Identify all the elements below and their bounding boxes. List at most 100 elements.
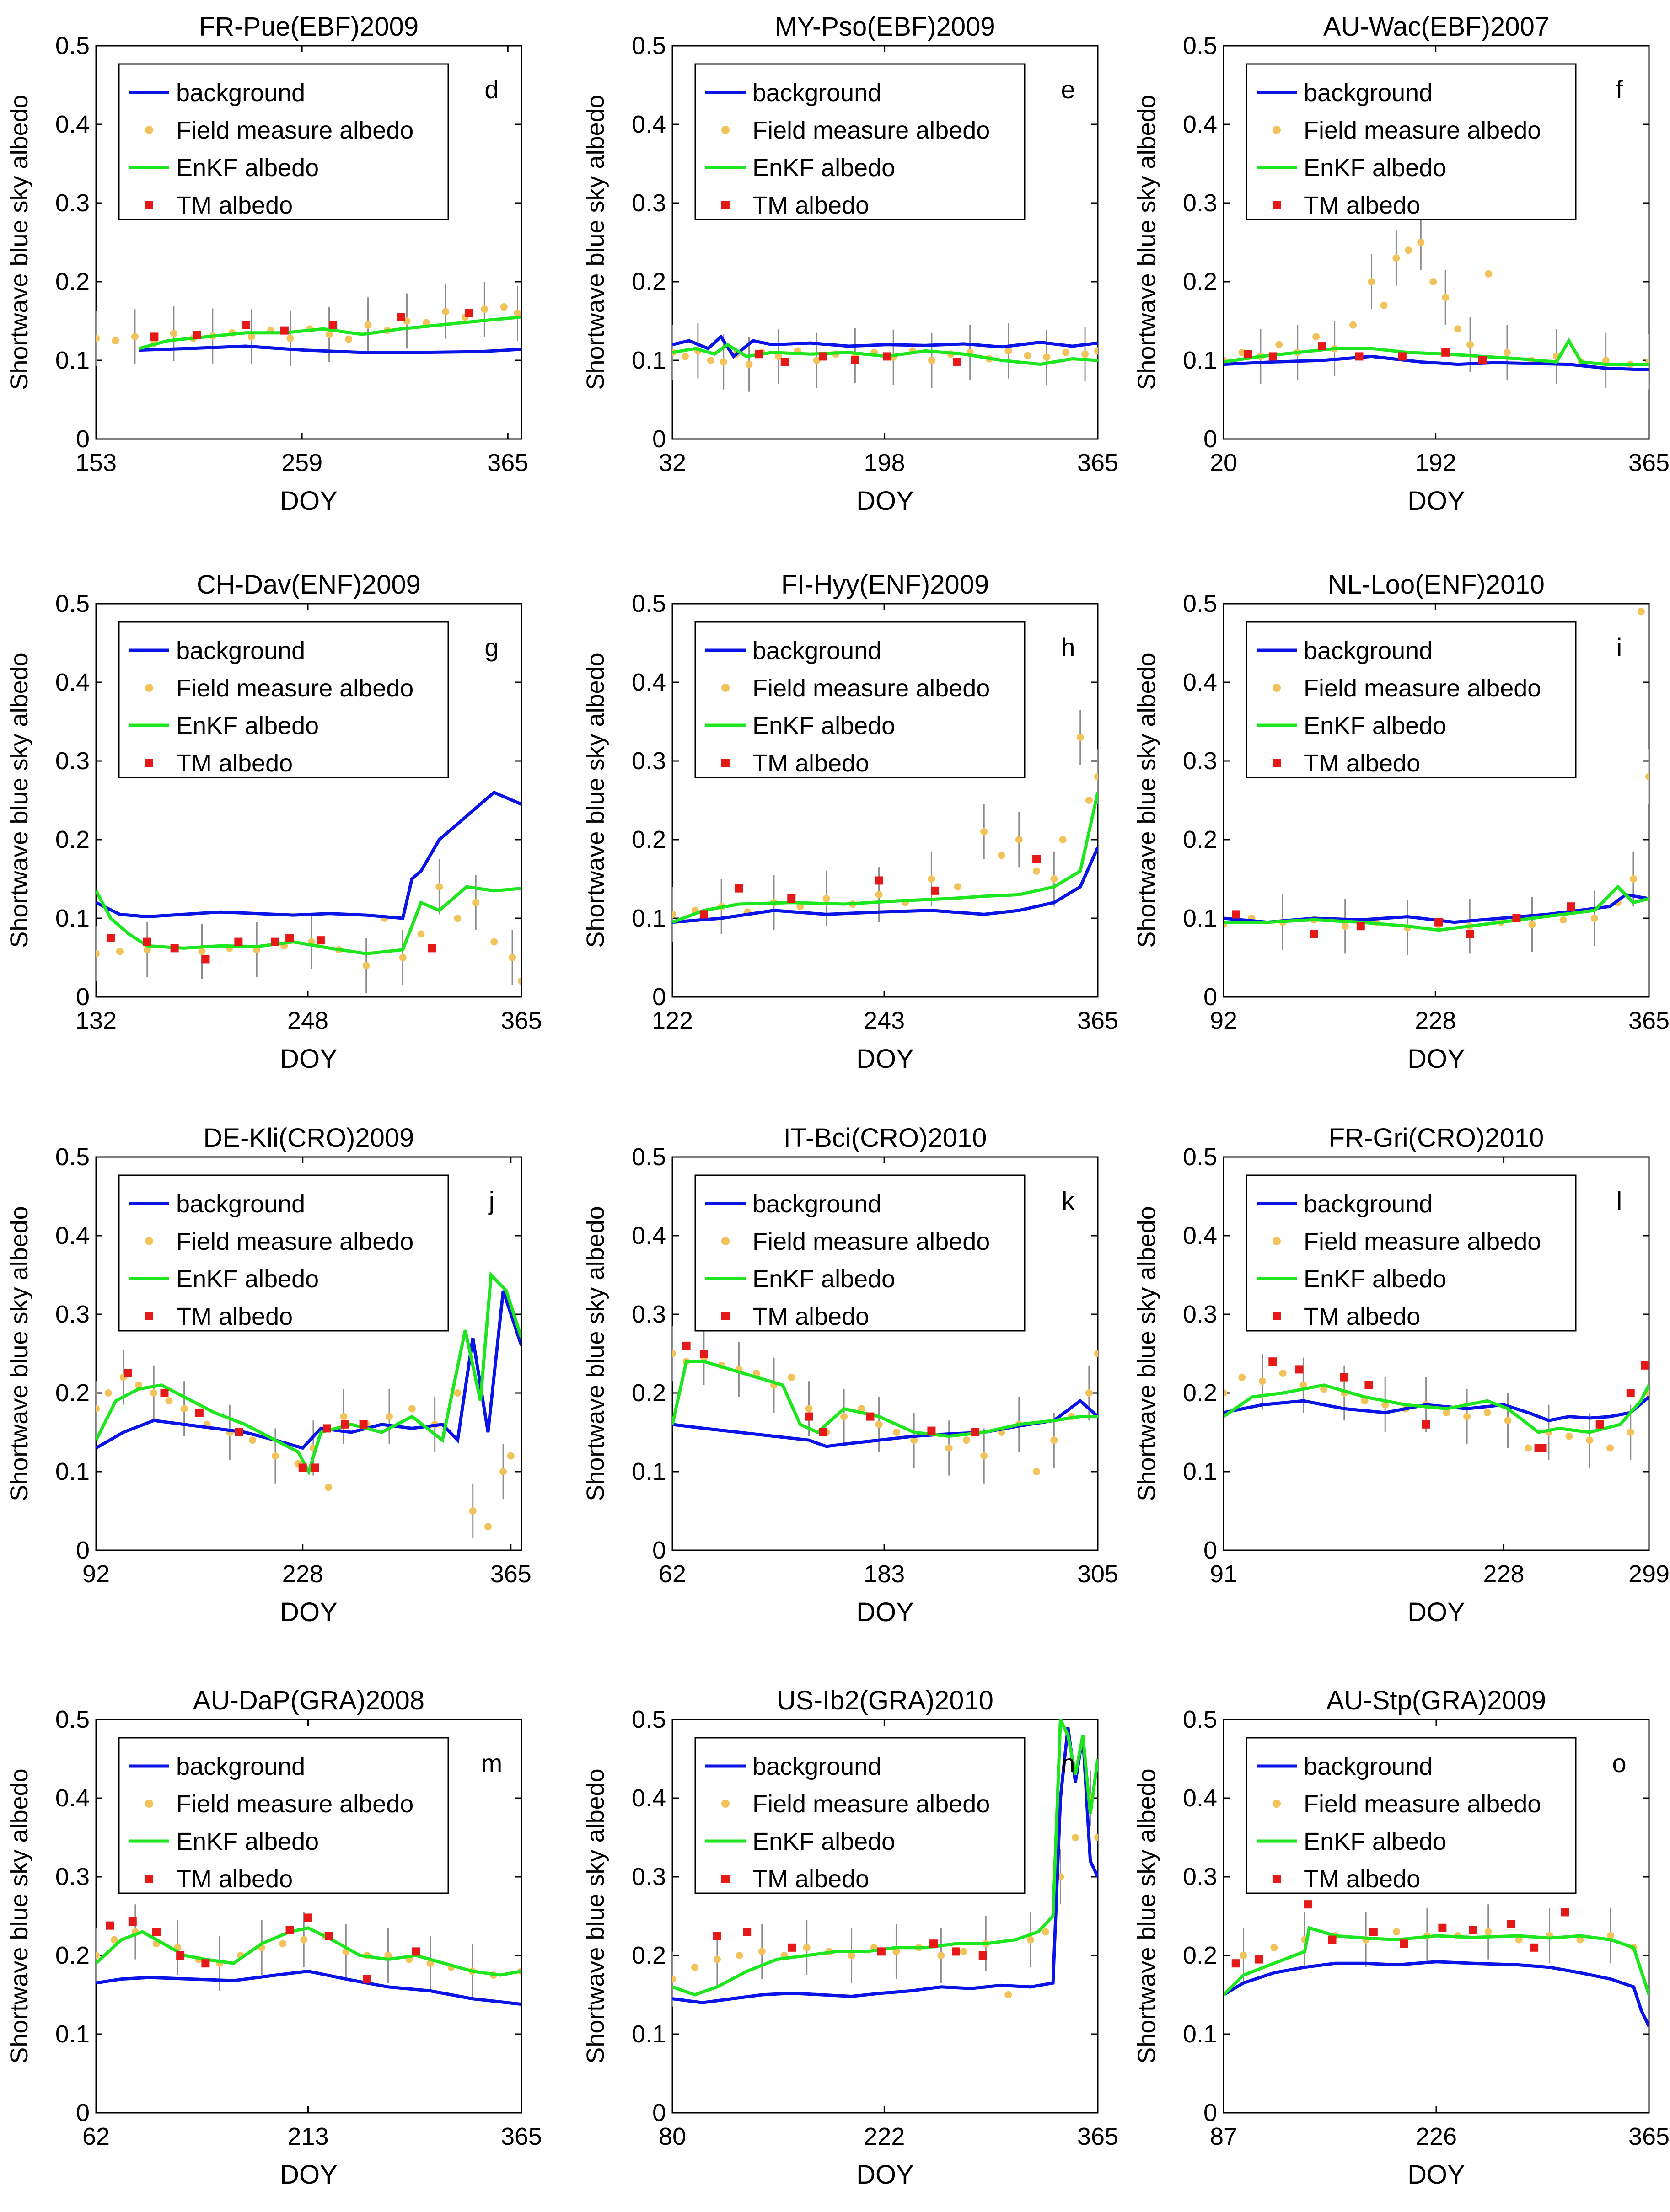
y-tick-label: 0 <box>76 1537 90 1564</box>
x-tick-label: 365 <box>501 2123 542 2150</box>
tm-point <box>1231 1959 1240 1968</box>
legend-swatch-square <box>721 1875 730 1883</box>
tm-point <box>1434 918 1443 927</box>
series-background-line <box>96 1969 521 2006</box>
field-point <box>691 1963 698 1971</box>
legend-label: TM albedo <box>752 1303 869 1330</box>
field-point <box>279 1940 287 1948</box>
subplot-j: DE-Kli(CRO)2009 0 0.1 0.2 0.3 0.4 0.5 92 228 365 D… <box>5 1123 532 1627</box>
tm-point <box>755 350 763 359</box>
legend: background Field measure albedo EnKF albed… <box>1246 1174 1577 1332</box>
x-axis-label: DOY <box>856 486 914 516</box>
legend-label: EnKF albedo <box>1304 1265 1446 1293</box>
field-point <box>1590 915 1598 922</box>
tm-point <box>978 1951 987 1960</box>
field-point <box>454 915 462 922</box>
field-point <box>803 1944 811 1951</box>
series-field-measure <box>1224 1370 1649 1452</box>
field-point <box>945 1444 953 1452</box>
legend-box <box>118 63 449 220</box>
field-point <box>110 1936 118 1944</box>
field-point <box>1393 1928 1401 1936</box>
series-enkf-line <box>1224 884 1649 932</box>
y-tick-label: 0.5 <box>55 1143 90 1171</box>
field-point <box>1240 1952 1247 1959</box>
field-point <box>1004 1991 1012 1998</box>
y-tick-label: 0.5 <box>632 1706 666 1733</box>
field-point <box>1429 278 1437 285</box>
chart-title: US-Ib2(GRA)2010 <box>777 1686 993 1715</box>
legend-label: EnKF albedo <box>752 1265 895 1293</box>
tm-point <box>285 934 294 942</box>
tm-point <box>1512 914 1521 922</box>
legend-label: Field measure albedo <box>176 1228 413 1255</box>
legend-swatch-dot <box>721 1237 730 1245</box>
plot-area <box>96 282 521 366</box>
x-tick-label: 365 <box>1077 2123 1118 2150</box>
field-point <box>1484 1928 1492 1936</box>
field-point <box>1279 1370 1287 1377</box>
tm-point <box>397 313 405 321</box>
y-axis-label: Shortwave blue sky albedo <box>1133 653 1160 948</box>
y-tick-label: 0.2 <box>1183 1942 1217 1969</box>
field-point <box>1085 797 1093 804</box>
field-point <box>1417 239 1425 246</box>
field-point <box>1442 294 1450 301</box>
legend: background Field measure albedo EnKF albed… <box>694 1174 1026 1332</box>
y-tick-label: 0.4 <box>1183 1784 1217 1812</box>
series-field-measure <box>96 303 521 347</box>
legend-label: background <box>176 1190 305 1218</box>
series-tm <box>1232 902 1575 938</box>
field-point <box>960 1948 967 1955</box>
y-axis-label: Shortwave blue sky albedo <box>1133 1768 1160 2063</box>
x-tick-label: 62 <box>82 2123 110 2150</box>
field-point <box>805 1405 813 1413</box>
tm-point <box>1441 348 1450 357</box>
legend-label: Field measure albedo <box>752 117 990 144</box>
legend-label: Field measure albedo <box>176 675 413 702</box>
y-tick-label: 0.1 <box>55 347 90 374</box>
y-tick-label: 0.4 <box>632 1222 666 1249</box>
series-tm <box>682 1341 980 1436</box>
tm-point <box>1438 1923 1447 1932</box>
y-tick-label: 0.3 <box>55 747 90 775</box>
field-point <box>1062 348 1070 356</box>
tm-point <box>1561 1908 1569 1917</box>
tm-point <box>1340 1373 1348 1382</box>
tm-point <box>1364 1381 1373 1389</box>
field-point <box>96 334 100 342</box>
y-tick-label: 0.2 <box>632 268 666 295</box>
tm-point <box>1254 1955 1263 1964</box>
tm-point <box>866 1412 875 1421</box>
legend-label: TM albedo <box>176 192 293 219</box>
field-point <box>1637 608 1645 616</box>
field-point <box>720 358 727 366</box>
field-point <box>96 1952 100 1959</box>
y-tick-label: 0.4 <box>55 1784 90 1812</box>
field-point <box>1004 347 1012 355</box>
x-tick-label: 365 <box>487 449 528 477</box>
field-point <box>340 1413 348 1420</box>
x-axis-label: DOY <box>1407 2160 1465 2190</box>
tm-point <box>1355 352 1364 361</box>
tm-point <box>743 1928 752 1936</box>
field-point <box>1341 922 1349 930</box>
y-tick-label: 0.2 <box>632 1942 666 1969</box>
y-tick-label: 0 <box>1203 2099 1217 2126</box>
y-tick-label: 0.3 <box>1183 1301 1217 1328</box>
field-point <box>848 1952 855 1959</box>
tm-point <box>735 884 743 893</box>
y-tick-label: 0 <box>652 2099 666 2126</box>
series-enkf-line <box>96 1271 521 1476</box>
y-tick-label: 0.1 <box>1183 347 1217 374</box>
y-tick-label: 0.5 <box>1183 1143 1217 1171</box>
y-tick-label: 0.4 <box>55 669 90 696</box>
field-point <box>1629 875 1637 883</box>
tm-point <box>329 321 338 329</box>
x-tick-label: 80 <box>659 2123 686 2150</box>
tm-point <box>1567 902 1575 911</box>
tm-point <box>819 1428 827 1436</box>
legend: background Field measure albedo EnKF albed… <box>1246 1737 1577 1894</box>
series-background-line <box>672 334 1098 359</box>
y-tick-label: 0.1 <box>55 2020 90 2048</box>
